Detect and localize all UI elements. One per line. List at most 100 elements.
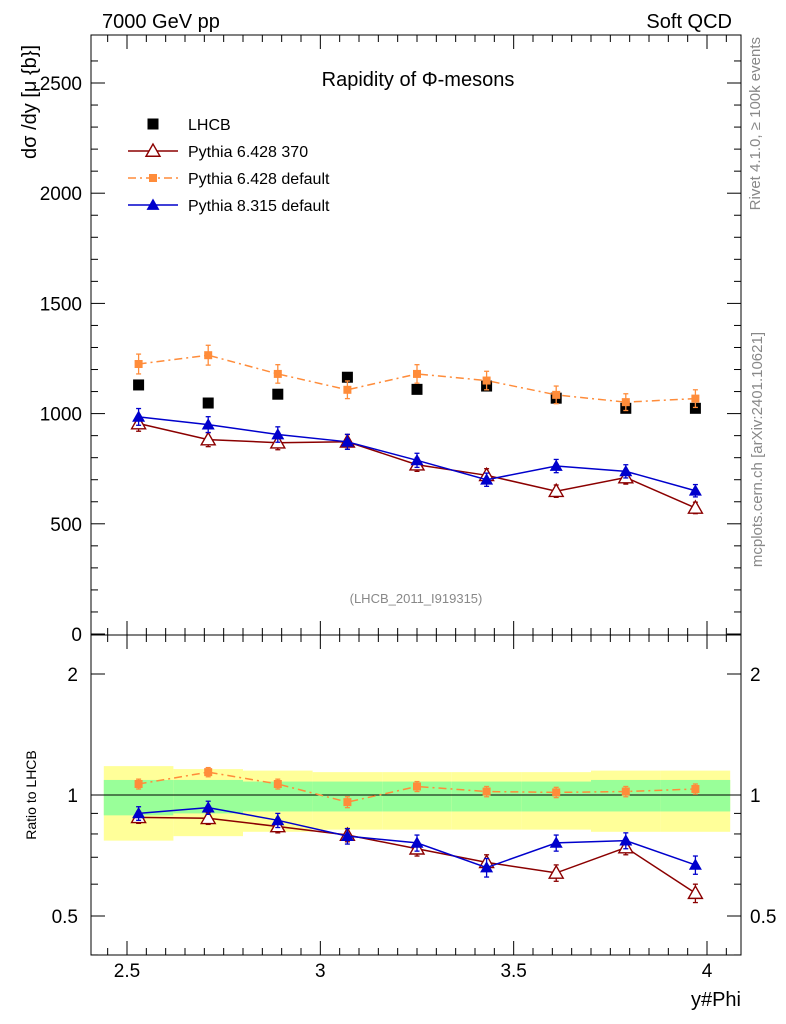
ratio-axes: 2.5 3 3.5 4 0.5 0.5 1 1 2 2 (52, 635, 776, 982)
ratio-y-tick-label: 1 (67, 786, 78, 807)
legend-marker (144, 142, 162, 157)
chart-title: Rapidity of Φ-mesons (322, 69, 515, 91)
main-axes: 0 500 1000 1500 2000 2500 (40, 35, 741, 646)
ratio-bands (103, 766, 731, 841)
x-tick-label: 4 (702, 961, 713, 982)
data-point-lhcb (341, 371, 353, 383)
data-point-lhcb (689, 402, 701, 414)
data-point-pythia-8-315-default (201, 418, 215, 430)
data-point-pythia-6-428-default (273, 369, 282, 378)
data-point-lhcb (133, 379, 145, 391)
data-point-lhcb (411, 383, 423, 395)
data-point-pythia-8-315-default (201, 801, 215, 813)
legend-label: Pythia 6.428 370 (188, 144, 308, 161)
ratio-y-tick-label: 0.5 (52, 907, 78, 928)
legend-label: Pythia 8.315 default (188, 198, 330, 215)
x-tick-label: 2.5 (114, 961, 140, 982)
y-tick-label: 2000 (40, 184, 82, 205)
main-panel: Rapidity of Φ-mesons dσ /dy [μ {b}] (LHC… (19, 34, 742, 646)
data-point-pythia-8-315-default (271, 428, 285, 440)
x-tick-label: 3.5 (500, 961, 526, 982)
data-point-pythia-6-428-370 (687, 499, 704, 514)
x-axis-label: y#Phi (691, 989, 741, 1011)
data-point-pythia-6-428-default (134, 360, 143, 369)
y-tick-label: 1000 (40, 405, 82, 426)
data-point-pythia-6-428-default (204, 351, 213, 360)
data-point-lhcb (202, 397, 214, 409)
series-line-pythia-6-428-default (138, 771, 696, 803)
data-point-pythia-6-428-370 (547, 864, 565, 879)
legend-marker (146, 198, 160, 210)
analysis-id: (LHCB_2011_I919315) (350, 591, 483, 606)
data-point-pythia-6-428-default (691, 394, 700, 403)
data-point-pythia-6-428-default (621, 398, 630, 407)
series-pythia-6-428-default (134, 766, 700, 809)
rivet-text: Rivet 4.1.0, ≥ 100k events (747, 37, 764, 210)
data-point-pythia-8-315-default (132, 410, 146, 422)
legend-marker (147, 118, 159, 130)
ratio-y-tick-label: 2 (67, 665, 78, 686)
ratio-y-label: Ratio to LHCB (23, 750, 39, 839)
data-point-lhcb (272, 388, 284, 400)
data-point-pythia-6-428-default (413, 782, 421, 791)
legend-label: Pythia 6.428 default (188, 171, 330, 188)
main-series (130, 344, 704, 515)
ratio-series (130, 766, 704, 904)
data-point-pythia-8-315-default (480, 473, 494, 485)
y-tick-label: 0 (71, 625, 82, 646)
data-point-pythia-6-428-default (552, 390, 561, 399)
data-point-pythia-6-428-default (273, 780, 282, 789)
ratio-y-tick-label-right: 0.5 (750, 907, 776, 928)
legend-item-pythia-6-428-default: Pythia 6.428 default (128, 171, 330, 188)
data-point-pythia-6-428-default (691, 784, 700, 793)
data-point-pythia-8-315-default (619, 834, 633, 846)
x-tick-label: 3 (315, 961, 326, 982)
data-point-pythia-8-315-default (688, 484, 702, 496)
legend: LHCB Pythia 6.428 370 Pythia 6.428 default… (128, 117, 330, 215)
series-pythia-6-428-default (134, 344, 700, 412)
data-point-pythia-6-428-default (343, 798, 352, 807)
ratio-panel: 2.5 3 3.5 4 0.5 0.5 1 1 2 2 Ratio to LHCB y#Phi (23, 634, 776, 1011)
data-point-pythia-6-428-default (413, 369, 421, 378)
data-point-pythia-8-315-default (480, 861, 494, 873)
data-point-pythia-6-428-370 (199, 431, 217, 446)
data-point-pythia-8-315-default (549, 836, 563, 848)
data-point-pythia-8-315-default (132, 806, 146, 819)
ratio-y-tick-label-right: 2 (750, 665, 761, 686)
data-point-pythia-8-315-default (688, 858, 702, 870)
header-right: Soft QCD (646, 11, 732, 33)
data-point-pythia-6-428-default (552, 788, 561, 797)
y-tick-label: 500 (50, 515, 82, 536)
y-tick-label: 1500 (40, 294, 82, 315)
data-point-pythia-8-315-default (340, 829, 354, 842)
y-axis-label: dσ /dy [μ {b}] (19, 45, 41, 159)
data-point-pythia-8-315-default (619, 464, 633, 477)
data-point-pythia-8-315-default (549, 459, 563, 471)
series-pythia-8-315-default (132, 407, 702, 498)
y-tick-label: 2500 (40, 74, 82, 95)
header-left: 7000 GeV pp (102, 11, 220, 33)
data-point-pythia-8-315-default (340, 435, 354, 447)
legend-marker (149, 174, 157, 182)
series-line-pythia-6-428-default (138, 354, 696, 403)
data-point-pythia-8-315-default (271, 813, 285, 826)
data-point-pythia-6-428-default (482, 376, 491, 385)
data-point-pythia-6-428-default (134, 780, 143, 789)
legend-label: LHCB (188, 117, 231, 134)
data-point-pythia-8-315-default (410, 836, 424, 848)
data-point-pythia-6-428-default (621, 787, 630, 796)
legend-item-pythia-8-315-default: Pythia 8.315 default (128, 198, 330, 215)
legend-item-lhcb: LHCB (147, 117, 231, 134)
ratio-y-tick-label-right: 1 (750, 786, 761, 807)
legend-item-pythia-6-428-370: Pythia 6.428 370 (128, 142, 308, 161)
series-pythia-8-315-default (132, 800, 702, 878)
data-point-pythia-6-428-370 (199, 809, 217, 825)
data-point-pythia-6-428-370 (687, 884, 704, 900)
data-point-pythia-6-428-370 (547, 482, 565, 498)
mcplots-text: mcplots.cern.ch [arXiv:2401.10621] (749, 332, 766, 567)
data-point-pythia-6-428-default (343, 385, 352, 394)
data-point-pythia-8-315-default (410, 453, 424, 466)
data-point-pythia-6-428-default (482, 787, 491, 796)
data-point-pythia-6-428-default (204, 768, 213, 777)
